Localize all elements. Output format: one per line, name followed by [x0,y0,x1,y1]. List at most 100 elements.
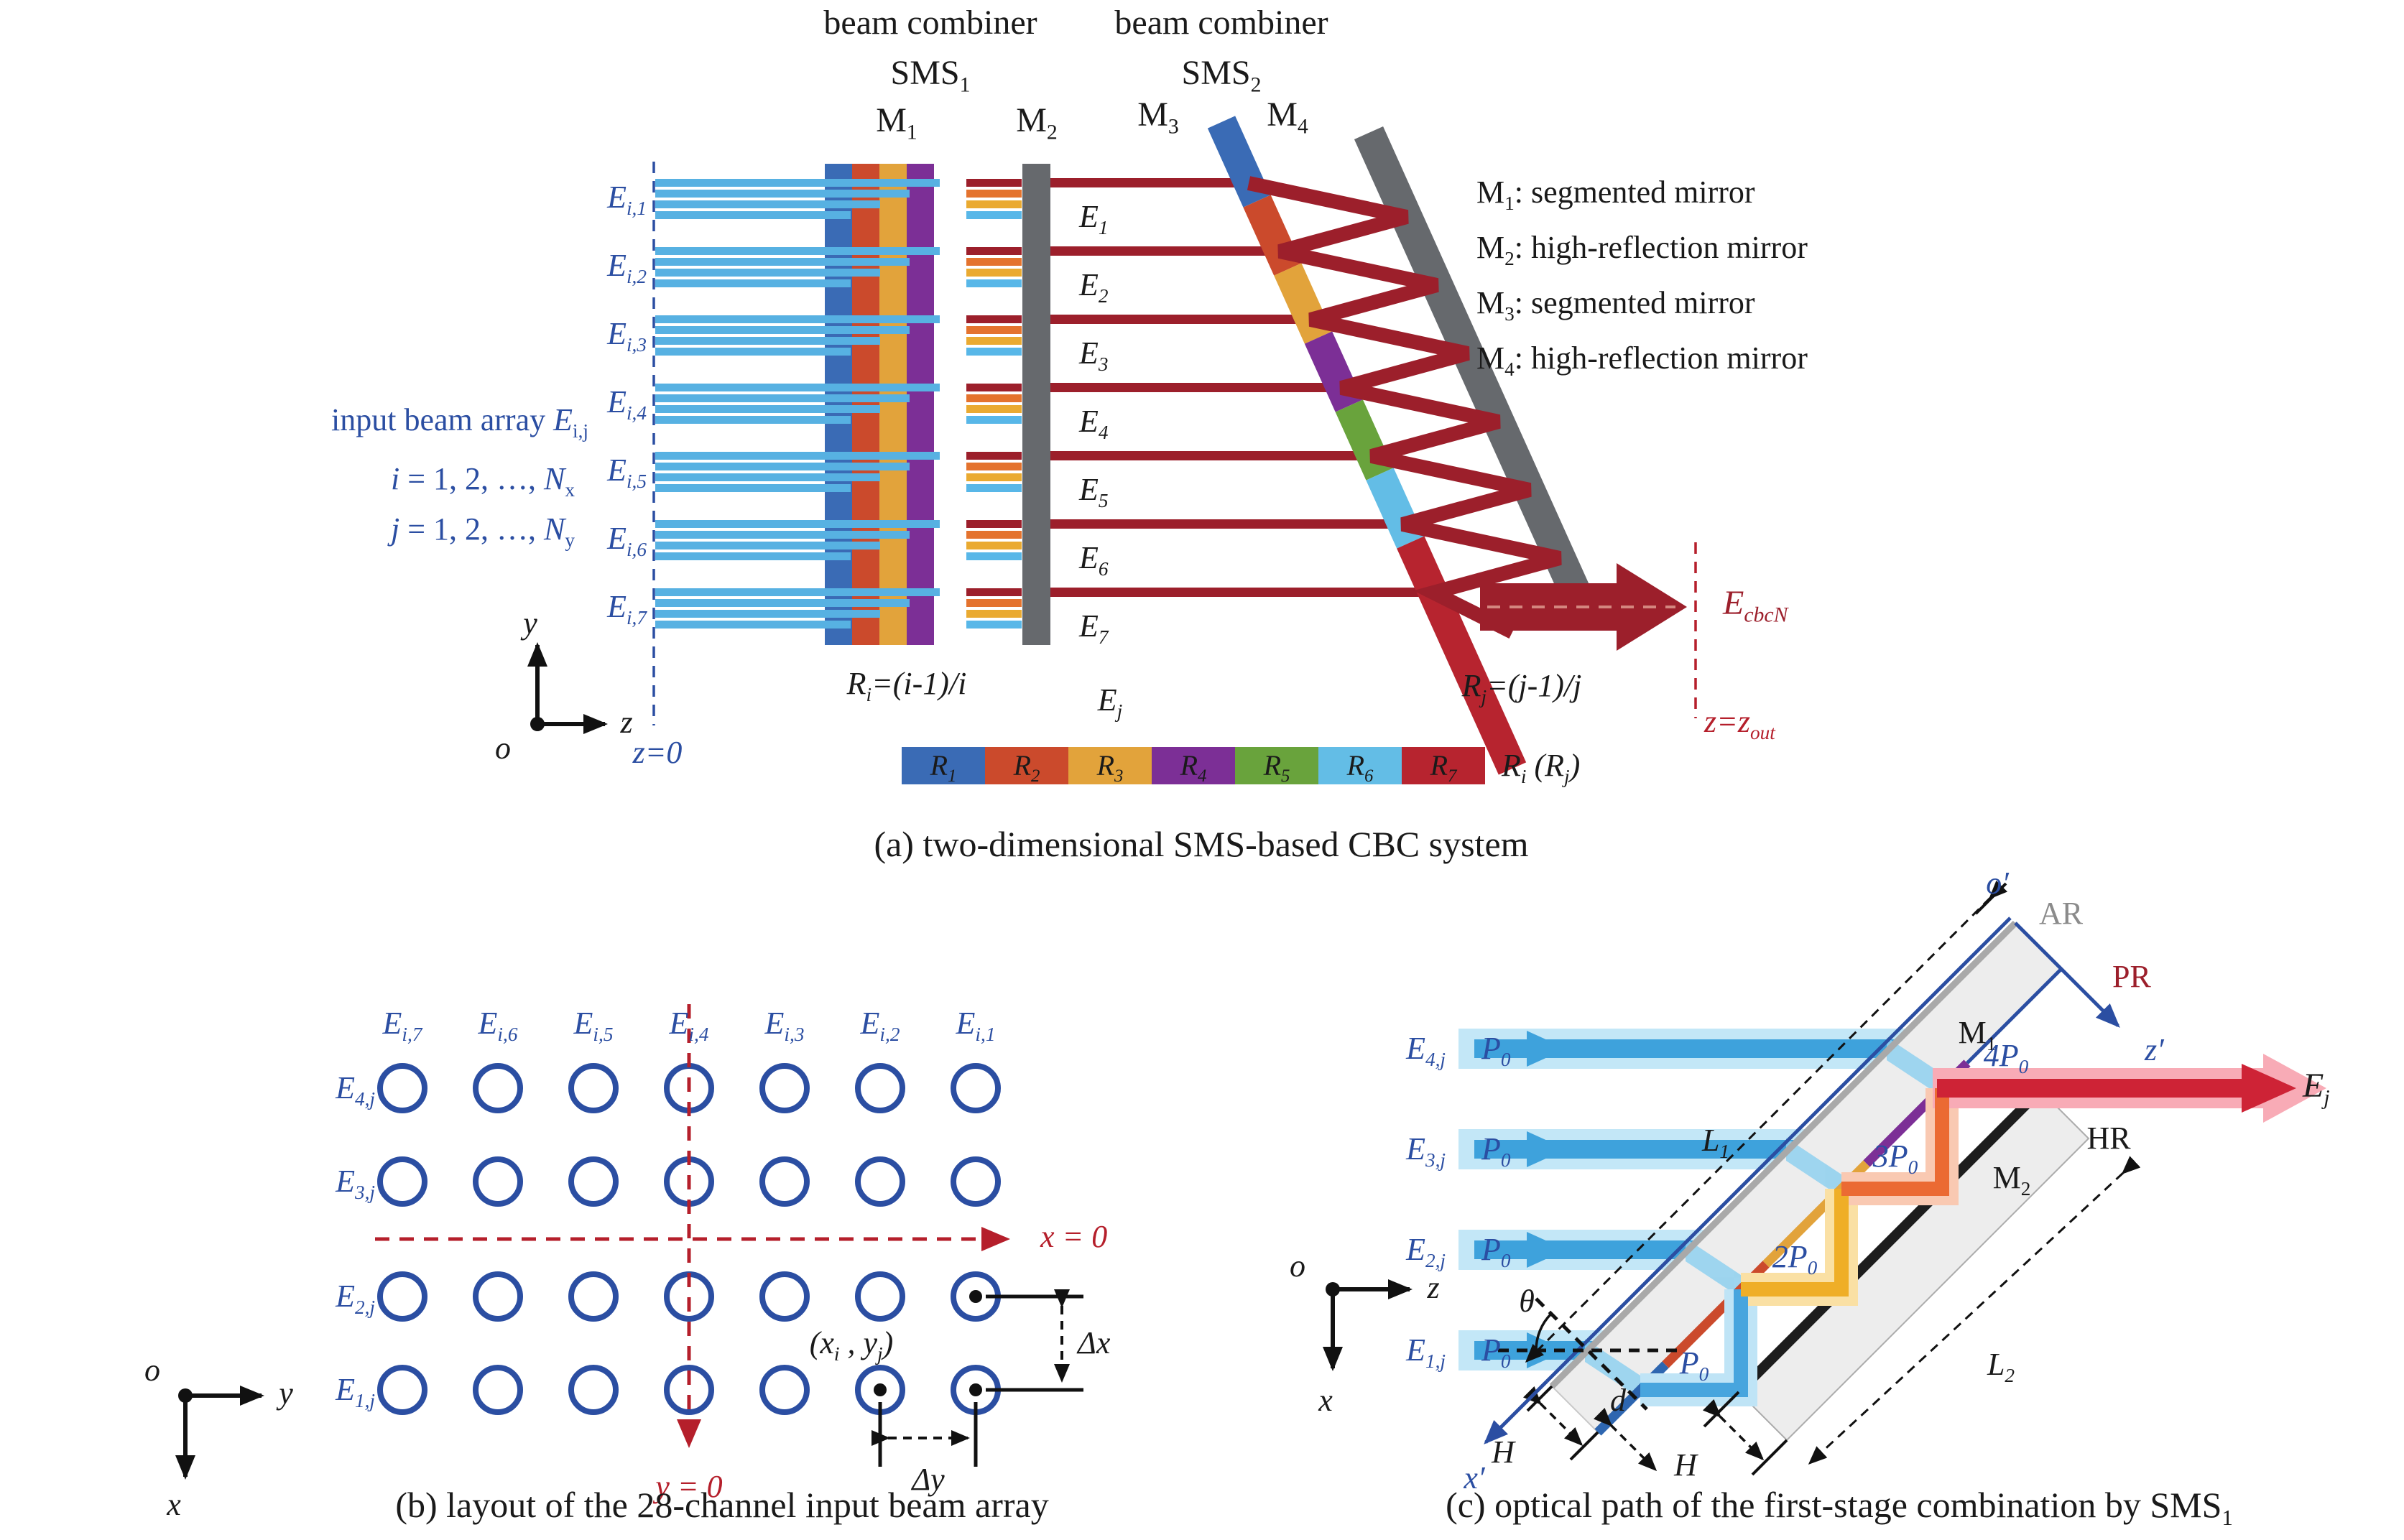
mirror-legend-4: M4: high-reflection mirror [1476,340,1808,380]
o-prime-label: o′ [1986,866,2009,901]
caption-a: (a) two-dimensional SMS-based CBC system [874,824,1529,864]
c-input-label-2: E2,j [1406,1232,1446,1271]
legend-label-r6: R6 [1346,749,1374,786]
c-input-label-3: E3,j [1406,1131,1446,1171]
input-label-2: Ei,2 [607,248,647,287]
output-label-2: E2 [1079,267,1109,307]
axis-a-z: z [620,705,633,740]
l1-label: L1 [1701,1123,1730,1162]
combiner2-title: beam combiner [1114,4,1328,42]
output-beam-label: EcbcN [1723,584,1788,627]
combiner2-name: SMS2 [1181,54,1262,97]
ej-label: Ej [1097,682,1123,722]
mirror-legend-2: M2: high-reflection mirror [1476,230,1808,269]
axis-c [1323,1279,1413,1371]
legend-note: Ri (Rj) [1502,748,1581,787]
output-label-1: E1 [1079,199,1109,238]
z0-label: z=0 [632,735,683,770]
col-header-7: Ei,1 [956,1006,996,1045]
axis-b [175,1386,264,1480]
zout-label: z=zout [1704,704,1775,743]
p0x3-label: 3P0 [1872,1138,1918,1178]
h1-label: H [1492,1434,1515,1470]
axis-b-o: o [144,1353,160,1388]
ri-formula: Ri=(i-1)/i [846,666,967,705]
dx-label: Δx [1078,1325,1111,1360]
input-label-4: Ei,4 [607,384,647,424]
axis-a-o: o [495,730,511,766]
col-header-6: Ei,2 [860,1006,900,1045]
input-beam-groups [655,178,1446,628]
c-ej-label: Ej [2303,1067,2330,1110]
theta-label: θ [1519,1284,1535,1319]
legend-swatch-r3: R3 [1068,747,1152,786]
pr-label: PR [2112,959,2151,994]
legend-swatch-r4: R4 [1152,747,1235,786]
axis-b-y: y [279,1376,293,1411]
zigzag-beam [1247,176,1562,639]
col-header-4: Ei,4 [669,1006,709,1045]
combiner1-title: beam combiner [823,4,1037,42]
panel-c-graphics [1323,880,2326,1476]
c-m2-label: M2 [1992,1160,2031,1200]
row-label-3: E2,j [336,1279,375,1318]
c-power-4: P0 [1481,1031,1511,1070]
row-label-1: E4,j [336,1070,375,1110]
output-label-7: E7 [1079,608,1109,648]
input-label-6: Ei,6 [607,521,647,560]
caption-c: (c) optical path of the first-stage comb… [1446,1485,2233,1530]
c-m1-label: M1 [1958,1015,1997,1054]
legend-swatch-r5: R5 [1235,747,1318,785]
output-label-5: E5 [1079,472,1109,511]
col-header-1: Ei,7 [382,1006,422,1045]
panel-b-graphics [175,1004,1083,1480]
p0-label: P0 [1679,1345,1709,1385]
input-label-5: Ei,5 [607,453,647,492]
m2-label: M2 [1016,101,1058,144]
hr-label: HR [2086,1121,2131,1156]
m1-label: M1 [876,101,917,144]
x-prime-label: x′ [1464,1460,1485,1495]
legend-swatch-r1: R1 [902,747,985,786]
axis-c-x: x [1318,1383,1333,1418]
output-label-3: E3 [1079,335,1109,375]
legend-swatch-r6: R6 [1318,747,1402,786]
output-label-6: E6 [1079,540,1109,580]
row-label-4: E1,j [336,1372,375,1411]
legend-label-r3: R3 [1096,749,1124,786]
input-label-1: Ei,1 [607,180,647,219]
mirror-legend-3: M3: segmented mirror [1476,285,1755,325]
legend-label-r1: R1 [930,749,957,786]
p0x2-label: 2P0 [1772,1239,1818,1279]
dy-label: Δy [912,1462,945,1497]
row-label-2: E3,j [336,1164,375,1203]
legend-label-r2: R2 [1013,749,1040,786]
c-power-1: P0 [1481,1332,1511,1372]
axis-c-o: o [1290,1248,1305,1284]
axis-a-y: y [523,606,537,641]
legend-label-r4: R4 [1180,749,1207,786]
input-array-title: input beam array Ei,j [331,402,588,442]
output-label-4: E4 [1079,404,1109,443]
axis-a [527,642,608,734]
p0x4-label: 4P0 [1983,1038,2029,1077]
axis-c-z: z [1427,1270,1440,1305]
d-label: d [1610,1383,1626,1418]
panel-a-graphics [527,116,1697,775]
i-range: i = 1, 2, …, Nx [390,461,575,501]
col-header-2: Ei,6 [478,1006,518,1045]
y0-label: y = 0 [655,1469,723,1504]
input-label-7: Ei,7 [607,589,647,628]
l2-label: L2 [1987,1347,2015,1386]
legend-swatch-r7: R7 [1402,747,1485,785]
col-header-5: Ei,3 [764,1006,805,1045]
c-input-label-1: E1,j [1406,1332,1446,1372]
combiner1-name: SMS1 [890,54,971,97]
c-input-label-4: E4,j [1406,1031,1446,1070]
m3-label: M3 [1137,96,1179,139]
ar-label: AR [2039,896,2084,931]
c-power-3: P0 [1481,1131,1511,1171]
m4-label: M4 [1267,96,1308,139]
